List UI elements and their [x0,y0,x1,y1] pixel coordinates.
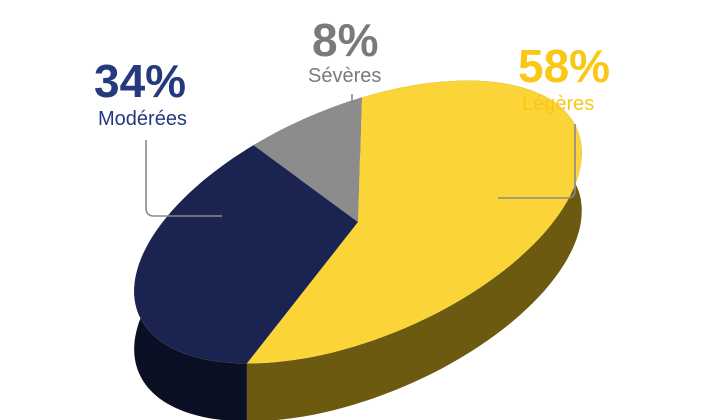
slice-value-legeres: 58% [518,40,610,92]
leader-lines [145,94,576,217]
leader-moderees [145,140,222,217]
slice-value-severes: 8% [312,14,378,66]
slice-label-moderees: Modérées [98,108,187,130]
pie-slice-legeres [246,80,582,364]
slice-label-legeres: Légères [522,93,594,115]
slice-value-moderees: 34% [94,55,186,107]
slice-labels: 58% Légères 34% Modérées 8% Sévères [94,14,610,130]
pie-slice-moderees [134,145,358,364]
slice-label-severes: Sévères [308,65,381,87]
pie-tops [134,80,582,364]
leader-legeres [498,124,576,199]
pie-slice-severes [253,97,362,222]
